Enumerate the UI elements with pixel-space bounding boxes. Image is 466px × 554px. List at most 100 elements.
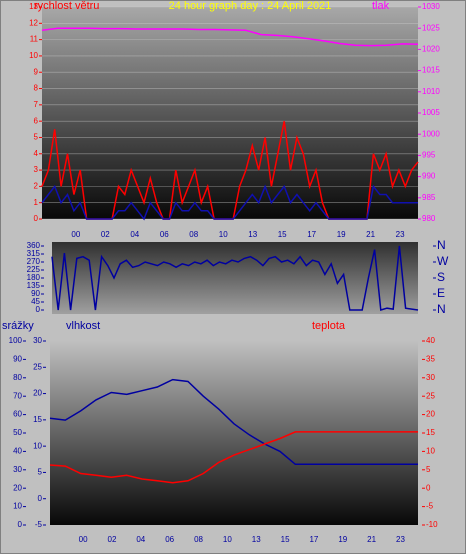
tick-label: 1015 <box>422 66 440 75</box>
tick-label: 5 <box>38 468 43 477</box>
plot-area <box>42 7 418 219</box>
x-tick-label: 15 <box>278 230 287 239</box>
x-tick-label: 15 <box>281 535 290 544</box>
tick-label: 30 <box>33 336 42 345</box>
x-tick-label: 19 <box>338 535 347 544</box>
x-tick-label: 23 <box>396 230 405 239</box>
axis-label: teplota <box>312 320 346 332</box>
x-tick-label: 08 <box>189 230 198 239</box>
tick-label: 3 <box>34 165 39 174</box>
tick-label: 1025 <box>422 23 440 32</box>
tick-label: 15 <box>426 428 435 437</box>
x-tick-label: 13 <box>252 535 261 544</box>
tick-label: 100 <box>9 336 23 345</box>
axis-label: 24 hour graph day : 24 April 2021 <box>169 0 332 12</box>
plot-area <box>52 242 418 314</box>
tick-label: 180 <box>27 273 41 282</box>
tick-label: 30 <box>426 373 435 382</box>
tick-label: 25 <box>426 391 435 400</box>
x-tick-label: 02 <box>108 535 117 544</box>
series-line <box>49 431 418 484</box>
tick-label: 5 <box>426 465 431 474</box>
x-tick-label: 06 <box>165 535 174 544</box>
axis-label: rychlost větru <box>34 0 99 12</box>
tick-label: 225 <box>27 265 41 274</box>
tick-label: 20 <box>33 389 42 398</box>
tick-label: 270 <box>27 257 41 266</box>
x-tick-label: 06 <box>160 230 169 239</box>
tick-label: N <box>437 302 446 316</box>
tick-label: 20 <box>426 410 435 419</box>
tick-label: 1030 <box>422 2 440 11</box>
tick-label: 1005 <box>422 108 440 117</box>
tick-label: 2 <box>34 181 39 190</box>
tick-label: 15 <box>33 415 42 424</box>
tick-label: -10 <box>426 520 438 529</box>
tick-label: E <box>437 286 445 300</box>
plot-area <box>50 341 418 525</box>
tick-label: 60 <box>13 410 22 419</box>
tick-label: 30 <box>13 465 22 474</box>
x-tick-label: 00 <box>71 230 80 239</box>
tick-label: 360 <box>27 241 41 250</box>
tick-label: 80 <box>13 373 22 382</box>
tick-label: 1020 <box>422 45 440 54</box>
tick-label: 0 <box>34 214 39 223</box>
tick-label: 980 <box>422 214 436 223</box>
tick-label: 12 <box>29 18 38 27</box>
tick-label: 10 <box>29 51 38 60</box>
tick-label: 13 <box>29 2 38 11</box>
tick-label: 9 <box>34 67 39 76</box>
x-tick-label: 17 <box>307 230 316 239</box>
tick-label: 90 <box>31 289 40 298</box>
tick-label: 985 <box>422 193 436 202</box>
x-tick-label: 17 <box>309 535 318 544</box>
tick-label: 50 <box>13 428 22 437</box>
tick-label: 70 <box>13 391 22 400</box>
tick-label: 10 <box>426 447 435 456</box>
tick-label: 40 <box>426 336 435 345</box>
series-line <box>41 184 418 221</box>
tick-label: S <box>437 270 445 284</box>
tick-label: 25 <box>33 362 42 371</box>
tick-label: 0 <box>38 494 43 503</box>
tick-label: 0 <box>426 483 431 492</box>
tick-label: W <box>437 254 449 268</box>
tick-label: 6 <box>34 116 39 125</box>
x-tick-label: 02 <box>101 230 110 239</box>
tick-label: 1000 <box>422 129 440 138</box>
series-line <box>49 378 418 466</box>
tick-label: 10 <box>13 502 22 511</box>
tick-label: 4 <box>34 149 39 158</box>
tick-label: 45 <box>31 297 40 306</box>
tick-label: 90 <box>13 355 22 364</box>
tick-label: 995 <box>422 151 436 160</box>
tick-label: -5 <box>35 520 43 529</box>
tick-label: N <box>437 238 446 252</box>
x-tick-label: 23 <box>396 535 405 544</box>
tick-label: 7 <box>34 100 39 109</box>
tick-label: 8 <box>34 84 39 93</box>
tick-label: 315 <box>27 249 41 258</box>
x-tick-label: 13 <box>248 230 257 239</box>
tick-label: 10 <box>33 441 42 450</box>
tick-label: 990 <box>422 172 436 181</box>
x-tick-label: 10 <box>219 230 228 239</box>
axis-label: tlak <box>372 0 390 12</box>
axis-label: vlhkost <box>66 320 100 332</box>
tick-label: 1010 <box>422 87 440 96</box>
tick-label: 11 <box>30 35 39 44</box>
tick-label: 0 <box>18 520 23 529</box>
x-tick-label: 04 <box>136 535 145 544</box>
tick-label: 5 <box>34 133 39 142</box>
tick-label: 40 <box>13 447 22 456</box>
tick-label: 1 <box>34 198 39 207</box>
x-tick-label: 00 <box>79 535 88 544</box>
x-tick-label: 19 <box>337 230 346 239</box>
tick-label: 35 <box>426 355 435 364</box>
series-line <box>51 245 419 311</box>
x-tick-label: 21 <box>367 535 376 544</box>
series-line <box>41 27 419 47</box>
x-tick-label: 10 <box>223 535 232 544</box>
